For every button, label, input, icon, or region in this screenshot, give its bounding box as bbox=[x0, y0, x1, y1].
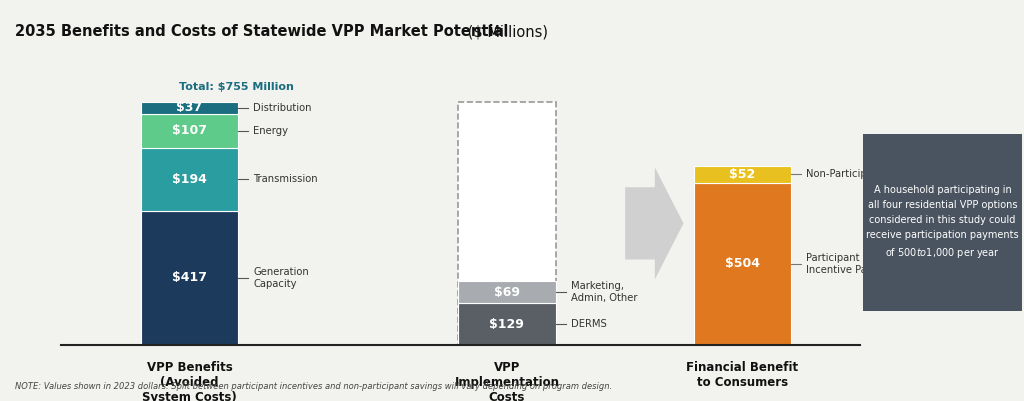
Text: $107: $107 bbox=[172, 124, 207, 138]
Text: DERMS: DERMS bbox=[571, 319, 606, 329]
Text: A household participating in
all four residential VPP options
considered in this: A household participating in all four re… bbox=[866, 185, 1019, 260]
Text: NOTE: Values shown in 2023 dollars. Split between participant incentives and non: NOTE: Values shown in 2023 dollars. Spli… bbox=[15, 382, 612, 391]
FancyBboxPatch shape bbox=[863, 134, 1022, 311]
Text: $69: $69 bbox=[494, 286, 520, 299]
Text: Non-Participant Savings: Non-Participant Savings bbox=[807, 169, 926, 179]
Polygon shape bbox=[868, 203, 887, 235]
Polygon shape bbox=[625, 168, 684, 279]
Text: Distribution: Distribution bbox=[254, 103, 312, 113]
Text: VPP
Implementation
Costs: VPP Implementation Costs bbox=[455, 361, 559, 401]
Bar bbox=[459, 102, 555, 345]
Text: $52: $52 bbox=[729, 168, 756, 181]
Text: Marketing,
Admin, Other: Marketing, Admin, Other bbox=[571, 282, 637, 303]
Text: Participant
Incentive Payments: Participant Incentive Payments bbox=[807, 253, 904, 275]
Text: Generation
Capacity: Generation Capacity bbox=[254, 267, 309, 289]
Text: Financial Benefit
to Consumers: Financial Benefit to Consumers bbox=[686, 361, 799, 389]
Bar bbox=[141, 148, 238, 211]
Bar bbox=[141, 114, 238, 148]
Text: $37: $37 bbox=[176, 101, 203, 114]
Text: Transmission: Transmission bbox=[254, 174, 318, 184]
Text: $194: $194 bbox=[172, 173, 207, 186]
Bar bbox=[694, 166, 791, 182]
Bar bbox=[141, 102, 238, 114]
Bar bbox=[141, 211, 238, 345]
Bar bbox=[694, 182, 791, 345]
Bar bbox=[459, 303, 555, 345]
Text: 2035 Benefits and Costs of Statewide VPP Market Potential: 2035 Benefits and Costs of Statewide VPP… bbox=[15, 24, 509, 39]
Text: $504: $504 bbox=[725, 257, 760, 270]
Text: Energy: Energy bbox=[254, 126, 289, 136]
Text: Total: $755 Million: Total: $755 Million bbox=[179, 82, 294, 92]
Bar bbox=[459, 281, 555, 303]
Text: VPP Benefits
(Avoided
System Costs): VPP Benefits (Avoided System Costs) bbox=[142, 361, 237, 401]
Text: ($ Millions): ($ Millions) bbox=[463, 24, 548, 39]
Text: $417: $417 bbox=[172, 271, 207, 284]
Text: $129: $129 bbox=[489, 318, 524, 330]
